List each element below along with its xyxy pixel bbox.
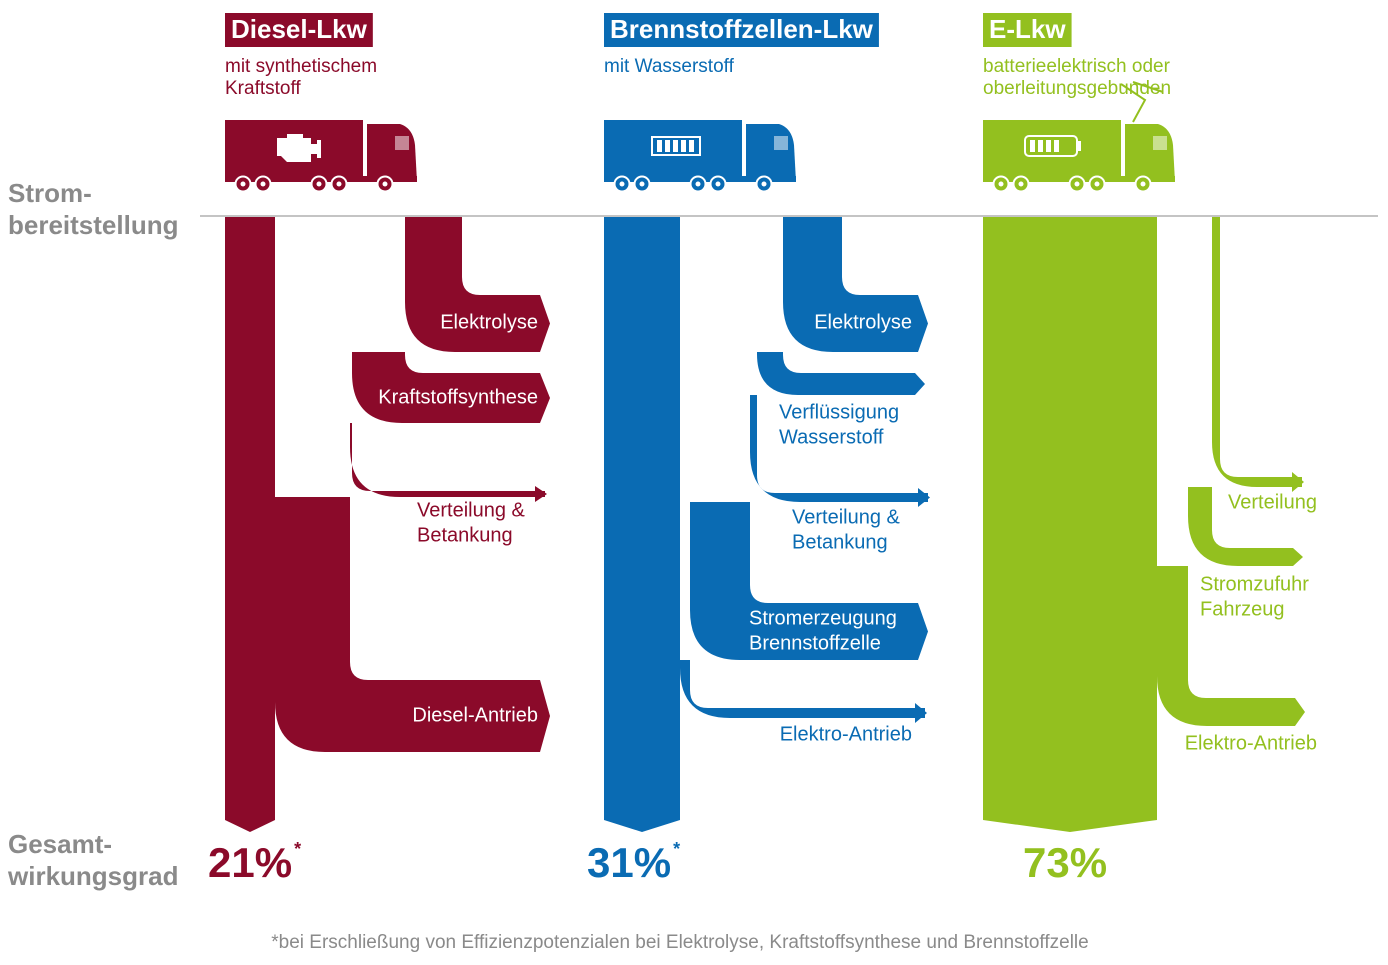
- loss-flow: [783, 217, 928, 352]
- column-subtitle: Kraftstoff: [225, 78, 301, 99]
- row-label: Gesamt-: [8, 829, 112, 859]
- loss-flow: [405, 217, 550, 352]
- loss-label: Verflüssigung: [779, 401, 899, 423]
- flow-stem: [604, 217, 680, 832]
- battery-bar: [1038, 140, 1043, 152]
- column-subtitle: batterieelektrisch oder: [983, 56, 1171, 77]
- column-title: Brennstoffzellen-Lkw: [610, 14, 874, 44]
- fuelcell-bar: [689, 140, 694, 152]
- loss-label: Betankung: [792, 531, 888, 553]
- loss-label: Kraftstoffsynthese: [378, 386, 538, 408]
- truck-hub: [761, 181, 767, 187]
- efficiency: 31%: [587, 839, 671, 886]
- loss-label: Verteilung &: [792, 506, 901, 528]
- loss-label: Fahrzeug: [1200, 598, 1285, 620]
- loss-label: Elektrolyse: [814, 311, 912, 333]
- column-title: Diesel-Lkw: [231, 14, 368, 44]
- loss-label: Betankung: [417, 524, 513, 546]
- truck-hub: [715, 181, 721, 187]
- loss-flow: [680, 660, 925, 718]
- column-subtitle: mit Wasserstoff: [604, 56, 735, 77]
- footnote-marker: *: [294, 839, 301, 859]
- fuelcell-bar: [673, 140, 678, 152]
- truck-window: [395, 136, 409, 150]
- truck-hub: [639, 181, 645, 187]
- fuelcell-icon: [651, 136, 701, 156]
- truck-trailer: [983, 120, 1121, 178]
- truck-hub: [382, 181, 388, 187]
- pantograph: [1120, 81, 1164, 123]
- footnote: *bei Erschließung von Effizienzpotenzial…: [271, 932, 1088, 953]
- truck-hub: [240, 181, 246, 187]
- title-box: [983, 13, 1072, 47]
- column-subtitle: mit synthetischem: [225, 56, 377, 77]
- loss-flow: [1212, 217, 1302, 487]
- footnote-marker: *: [673, 839, 680, 859]
- truck-hub: [619, 181, 625, 187]
- arrowhead: [915, 703, 927, 723]
- truck-cab: [1125, 124, 1175, 182]
- loss-label: Verteilung &: [417, 499, 526, 521]
- truck-hub: [1074, 181, 1080, 187]
- loss-label: Verteilung: [1228, 491, 1317, 513]
- arrowhead: [918, 488, 930, 507]
- loss-label: Brennstoffzelle: [749, 632, 881, 654]
- truck-hub: [336, 181, 342, 187]
- loss-flow: [275, 497, 550, 752]
- flow-stem: [225, 217, 275, 832]
- loss-label: Diesel-Antrieb: [412, 704, 538, 726]
- loss-label: Stromerzeugung: [749, 607, 897, 629]
- efficiency: 73%: [1023, 839, 1107, 886]
- truck-cab: [367, 124, 417, 182]
- column-subtitle: oberleitungsgebunden: [983, 78, 1171, 99]
- loss-label: Elektro-Antrieb: [1185, 732, 1317, 754]
- row-label: Strom-: [8, 178, 92, 208]
- battery-bar: [1030, 140, 1035, 152]
- efficiency: 21%: [208, 839, 292, 886]
- title-box: [225, 13, 373, 47]
- arrowhead: [535, 486, 547, 502]
- fuelcell-bar: [681, 140, 686, 152]
- truck-window: [774, 136, 788, 150]
- column-title: E-Lkw: [989, 14, 1066, 44]
- truck-hub: [1140, 181, 1146, 187]
- arrowhead: [1292, 472, 1304, 492]
- truck-hub: [695, 181, 701, 187]
- truck-hub: [1094, 181, 1100, 187]
- row-label: wirkungsgrad: [7, 861, 178, 891]
- loss-flow: [1157, 566, 1305, 726]
- loss-flow: [352, 352, 550, 423]
- engine-icon: [277, 134, 321, 162]
- row-label: bereitstellung: [8, 210, 178, 240]
- loss-flow: [350, 423, 545, 497]
- loss-label: Wasserstoff: [779, 426, 884, 448]
- fuelcell-bar: [665, 140, 670, 152]
- title-box: [604, 13, 879, 47]
- loss-label: Elektrolyse: [440, 311, 538, 333]
- truck-window: [1153, 136, 1167, 150]
- fuelcell-bar: [657, 140, 662, 152]
- truck-hub: [260, 181, 266, 187]
- loss-flow: [1188, 487, 1303, 566]
- battery-bar: [1054, 140, 1059, 152]
- truck-hub: [1018, 181, 1024, 187]
- truck-hub: [998, 181, 1004, 187]
- flow-stem: [983, 217, 1157, 832]
- truck-hub: [316, 181, 322, 187]
- battery-bar: [1046, 140, 1051, 152]
- loss-label: Elektro-Antrieb: [780, 723, 912, 745]
- loss-flow: [690, 502, 928, 660]
- battery-tip: [1077, 141, 1081, 151]
- loss-label: Stromzufuhr: [1200, 573, 1309, 595]
- truck-cab: [746, 124, 796, 182]
- loss-flow: [757, 352, 925, 395]
